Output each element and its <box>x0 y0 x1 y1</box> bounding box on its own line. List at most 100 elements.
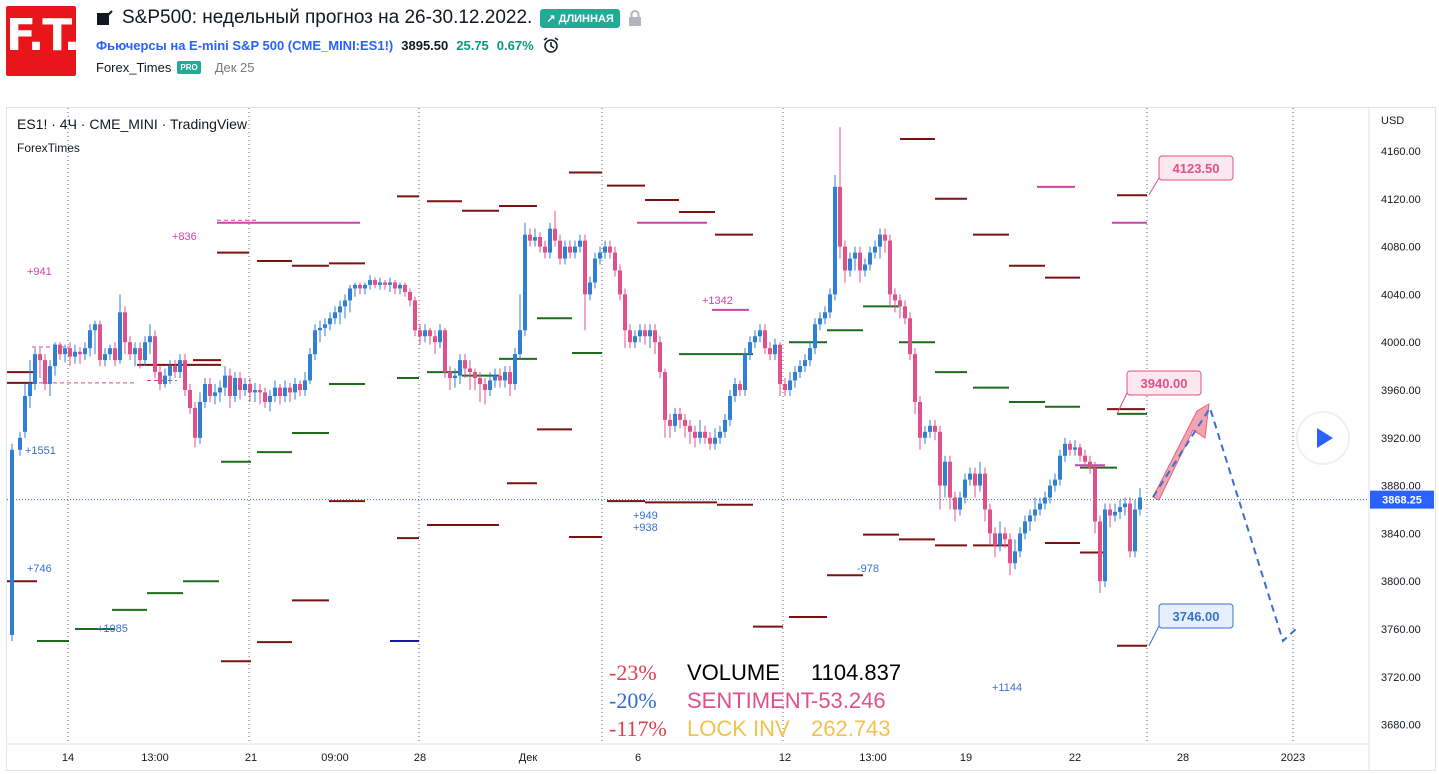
candle-body <box>598 252 602 259</box>
candle-body <box>48 366 52 385</box>
candle-body <box>498 375 502 381</box>
candle-body <box>343 300 347 307</box>
candle-body <box>98 324 102 361</box>
candle-body <box>123 312 127 343</box>
candle-body <box>1048 485 1052 498</box>
candle-body <box>1098 521 1102 582</box>
candle-body <box>443 330 447 373</box>
candle-body <box>733 384 737 396</box>
candle-body <box>898 300 902 307</box>
candle-body <box>793 372 797 381</box>
candle-body <box>803 360 807 367</box>
candle-body <box>183 360 187 390</box>
candle-body <box>893 294 897 301</box>
alarm-clock-icon[interactable] <box>542 36 560 54</box>
candle-body <box>43 360 47 385</box>
candle-body <box>1138 497 1142 510</box>
candle-body <box>1033 509 1037 516</box>
candle-body <box>668 419 672 426</box>
candle-body <box>948 461 952 498</box>
candle-body <box>548 228 552 253</box>
candle-body <box>333 312 337 319</box>
candle-body <box>73 351 77 357</box>
candle-body <box>778 344 782 385</box>
target-label: 3940.00 <box>1141 376 1188 391</box>
play-icon[interactable] <box>1317 428 1333 448</box>
candle-body <box>998 533 1002 546</box>
candle-body <box>653 330 657 343</box>
time-axis-tick: 12 <box>779 752 791 764</box>
candle-body <box>828 294 832 313</box>
candle-body <box>533 237 537 241</box>
candle-body <box>38 354 42 361</box>
volume-annotation: +1144 <box>992 682 1022 694</box>
candle-body <box>1023 521 1027 534</box>
candle-body <box>728 395 732 420</box>
candle-body <box>188 390 192 408</box>
candle-body <box>398 284 402 289</box>
candle-body <box>178 360 182 373</box>
volume-annotation: +1551 <box>25 445 56 457</box>
candle-body <box>783 384 787 390</box>
candle-body <box>558 240 562 259</box>
candle-body <box>528 234 532 241</box>
volume-annotation: +746 <box>27 563 52 575</box>
candle-body <box>208 384 212 396</box>
candle-body <box>1093 467 1097 522</box>
price-axis-tick: 3720.00 <box>1381 672 1421 684</box>
candle-body <box>433 336 437 343</box>
candle-body <box>373 280 377 285</box>
idea-title-row: S&P500: недельный прогноз на 26-30.12.20… <box>96 7 642 29</box>
candle-body <box>873 246 877 253</box>
instrument-link[interactable]: Фьючерсы на E-mini S&P 500 (CME_MINI:ES1… <box>96 37 394 53</box>
candle-body <box>578 240 582 247</box>
forecast-path <box>1152 405 1298 643</box>
price-axis-tick: 3880.00 <box>1381 481 1421 493</box>
candle-body <box>133 348 137 355</box>
candle-body <box>588 282 592 295</box>
candle-body <box>878 234 882 247</box>
volume-annotation: +938 <box>633 522 658 534</box>
candle-body <box>1118 507 1122 512</box>
lock-icon <box>628 10 641 26</box>
candle-body <box>298 384 302 390</box>
volume-annotation: +836 <box>172 231 197 243</box>
candle-body <box>233 378 237 396</box>
candle-body <box>458 360 462 376</box>
candle-body <box>448 372 452 379</box>
candle-body <box>798 366 802 373</box>
time-axis-tick: 28 <box>414 752 426 764</box>
candle-body <box>968 473 972 480</box>
candle-body <box>788 380 792 390</box>
candle-body <box>663 372 667 420</box>
candle-body <box>168 366 172 376</box>
candle-body <box>713 437 717 444</box>
author-name[interactable]: Forex_Times <box>96 60 172 75</box>
candle-body <box>278 387 282 396</box>
candle-body <box>718 431 722 438</box>
candle-body <box>1133 509 1137 552</box>
candle-body <box>243 384 247 390</box>
candle-body <box>338 306 342 313</box>
candle-body <box>863 264 867 271</box>
candle-body <box>103 354 107 361</box>
target-label-leader <box>1116 392 1128 415</box>
candle-body <box>293 384 297 393</box>
candle-body <box>418 330 422 337</box>
candle-body <box>63 348 67 355</box>
candle-body <box>623 294 627 331</box>
candle-body <box>353 284 357 289</box>
candle-body <box>253 390 257 393</box>
publish-date: Дек 25 <box>214 60 255 75</box>
candle-body <box>148 336 152 343</box>
chart-container[interactable]: 4160.00 4120.00 4080.00 4040.00 4000.00 3960.… <box>6 107 1436 771</box>
candle-body <box>238 378 242 390</box>
time-axis-tick: 21 <box>245 752 257 764</box>
candlestick-chart[interactable]: 4160.00 4120.00 4080.00 4040.00 4000.00 3960.… <box>7 108 1435 770</box>
price-axis-tick: 4160.00 <box>1381 146 1421 158</box>
forex-times-logo[interactable]: F.T. <box>6 6 80 76</box>
candle-body <box>1073 447 1077 450</box>
candle-body <box>608 246 612 253</box>
stat-value: 262.743 <box>811 716 891 741</box>
candle-body <box>638 330 642 337</box>
